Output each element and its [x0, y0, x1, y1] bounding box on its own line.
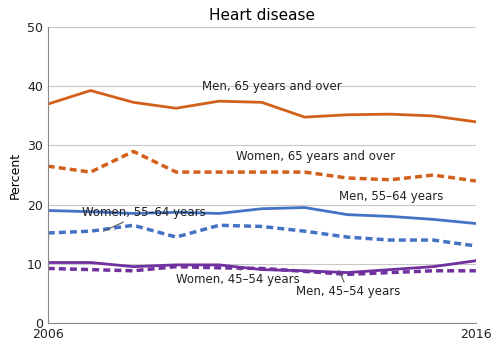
Text: Men, 65 years and over: Men, 65 years and over: [202, 81, 342, 94]
Text: Men, 45–54 years: Men, 45–54 years: [296, 270, 401, 298]
Text: Women, 65 years and over: Women, 65 years and over: [236, 150, 395, 163]
Text: Men, 55–64 years: Men, 55–64 years: [339, 191, 443, 203]
Text: Women, 55–64 years: Women, 55–64 years: [82, 206, 206, 231]
Title: Heart disease: Heart disease: [209, 8, 315, 23]
Text: Women, 45–54 years: Women, 45–54 years: [176, 269, 300, 286]
Y-axis label: Percent: Percent: [8, 151, 22, 199]
